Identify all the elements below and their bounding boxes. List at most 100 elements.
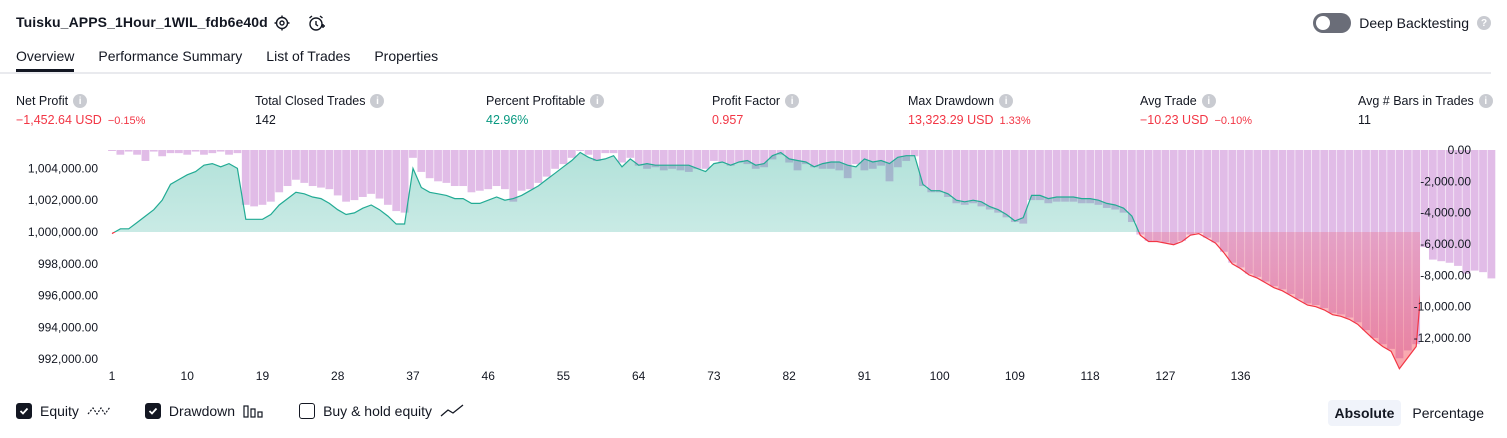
info-icon[interactable]: i <box>370 94 385 108</box>
legend-label: Buy & hold equity <box>323 403 433 419</box>
drawdown-bar <box>1161 150 1170 243</box>
drawdown-bar <box>1102 150 1111 208</box>
metric-label: Total Closed Trades <box>255 94 366 108</box>
drawdown-bar <box>1069 150 1078 202</box>
drawdown-bar <box>417 150 426 172</box>
drawdown-bar <box>501 150 509 190</box>
metric-label: Net Profit <box>16 94 69 108</box>
drawdown-bar <box>801 150 810 165</box>
drawdown-bar <box>484 150 493 190</box>
info-icon[interactable]: i <box>73 94 88 108</box>
legend-equity[interactable]: Equity <box>16 403 111 419</box>
x-axis-tick: 91 <box>858 369 872 383</box>
drawdown-bar <box>216 150 225 152</box>
drawdown-bar <box>174 150 183 154</box>
x-axis-tick: 82 <box>782 369 796 383</box>
drawdown-bar <box>1211 150 1220 243</box>
tab-bar: Overview Performance Summary List of Tra… <box>16 48 438 72</box>
x-axis: 1 10 19 28 37 46 55 64 73 82 91 100 109 118 127 136 <box>109 369 1251 383</box>
drawdown-bar <box>1245 150 1253 274</box>
drawdown-bar <box>233 150 242 154</box>
tab-properties[interactable]: Properties <box>374 48 439 64</box>
right-axis: 0.00 -2,000.00 -4,000.00 -6,000.00 -8,000.00… <box>1414 143 1472 345</box>
info-icon[interactable]: i <box>1201 94 1216 108</box>
drawdown-bar <box>1077 150 1086 204</box>
info-icon[interactable]: i <box>590 94 605 108</box>
right-axis-tick: -2,000.00 <box>1420 174 1471 188</box>
add-alert-icon[interactable] <box>306 13 326 33</box>
buy-hold-checkbox[interactable] <box>299 403 316 419</box>
left-axis-tick: 1,004,000.00 <box>28 161 98 175</box>
right-axis-tick: -4,000.00 <box>1420 206 1471 220</box>
drawdown-bar <box>584 150 593 155</box>
drawdown-bar <box>275 150 284 193</box>
drawdown-bar <box>392 150 401 212</box>
drawdown-bar <box>927 150 936 193</box>
drawdown-bar <box>1136 150 1145 235</box>
drawdown-bar <box>124 150 133 152</box>
drawdown-bar <box>710 150 718 161</box>
left-axis-tick: 1,002,000.00 <box>28 193 98 207</box>
equity-line-negative <box>111 232 1420 370</box>
drawdown-bar <box>785 150 794 163</box>
equity-checkbox[interactable] <box>16 403 32 419</box>
drawdown-bar <box>116 150 125 155</box>
equity-area <box>111 151 1420 370</box>
legend-buy-hold[interactable]: Buy & hold equity <box>299 403 464 419</box>
tab-overview[interactable]: Overview <box>16 48 75 72</box>
drawdown-bar <box>1437 150 1446 262</box>
drawdown-bar <box>969 150 977 204</box>
drawdown-bar <box>208 150 217 154</box>
left-axis-tick: 1,000,000.00 <box>28 225 98 239</box>
drawdown-bar <box>325 150 334 190</box>
drawdown-bar <box>409 150 417 158</box>
drawdown-bar <box>1479 150 1487 273</box>
tab-list-of-trades[interactable]: List of Trades <box>266 48 351 64</box>
x-axis-tick: 118 <box>1081 369 1100 383</box>
info-icon[interactable]: i <box>1478 94 1493 108</box>
deep-backtesting-toggle[interactable] <box>1313 13 1352 33</box>
info-icon[interactable]: i <box>999 94 1014 108</box>
x-axis-tick: 109 <box>1005 369 1025 383</box>
drawdown-bar <box>827 150 835 169</box>
x-axis-tick: 127 <box>1155 369 1175 383</box>
bars-icon <box>243 405 263 418</box>
absolute-button[interactable]: Absolute <box>1327 400 1402 426</box>
drawdown-bar <box>852 150 860 165</box>
help-icon[interactable]: ? <box>1477 16 1491 30</box>
x-axis-tick: 55 <box>557 369 571 383</box>
drawdown-bar <box>375 150 384 199</box>
drawdown-bar <box>735 150 743 163</box>
equity-positive-area <box>112 152 1420 232</box>
tab-performance-summary[interactable]: Performance Summary <box>98 48 243 64</box>
drawdown-bar <box>442 150 451 183</box>
drawdown-bar <box>1303 150 1312 304</box>
info-icon[interactable]: i <box>785 94 800 108</box>
strategy-title: Tuisku_APPS_1Hour_1WIL_fdb6e40d <box>16 14 268 30</box>
drawdown-bar <box>952 150 961 204</box>
legend-drawdown[interactable]: Drawdown <box>144 403 265 419</box>
drawdown-bar <box>668 150 677 169</box>
metric-value: 0.957 <box>712 113 744 127</box>
metric-value: 11 <box>1358 113 1371 127</box>
drawdown-bar <box>225 150 233 155</box>
settings-icon[interactable] <box>272 13 292 33</box>
drawdown-bar <box>542 150 551 177</box>
drawdown-checkbox[interactable] <box>144 403 161 419</box>
right-axis-tick: -8,000.00 <box>1420 268 1471 282</box>
drawdown-bar <box>960 150 969 205</box>
drawdown-bar <box>1286 150 1295 295</box>
percentage-button[interactable]: Percentage <box>1412 405 1484 421</box>
drawdown-bar <box>935 150 944 193</box>
drawdown-bar <box>659 150 668 171</box>
metric-percent-profitable: Percent Profitable i 42.96% <box>486 94 605 127</box>
metric-value: −10.23 USD <box>1140 113 1209 127</box>
drawdown-bar <box>434 150 442 182</box>
equity-wave-icon <box>87 406 111 416</box>
drawdown-bar <box>183 150 192 155</box>
drawdown-bar <box>475 150 484 191</box>
drawdown-bar <box>877 150 886 166</box>
equity-line-positive <box>113 151 1140 232</box>
drawdown-bar <box>643 150 651 169</box>
metric-label: Profit Factor <box>712 94 781 108</box>
